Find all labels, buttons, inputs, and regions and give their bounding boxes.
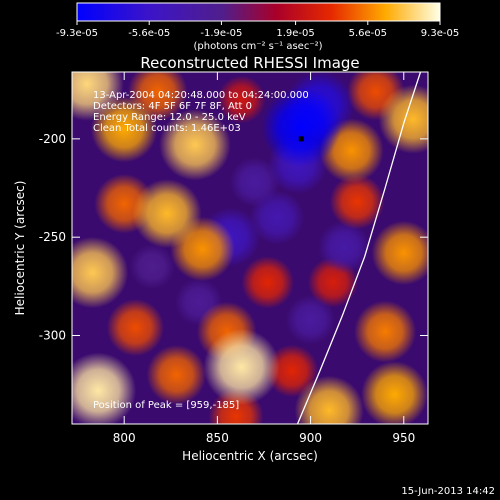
y-tick-label: -250 <box>39 230 66 244</box>
annotation-time-range: 13-Apr-2004 04:20:48.000 to 04:24:00.000 <box>93 90 309 101</box>
heatmap-blob <box>72 236 129 309</box>
heatmap-blob <box>129 243 175 290</box>
heatmap-blob <box>265 344 319 398</box>
colorbar-ticks: -9.3e-05 -5.6e-05 -1.9e-05 1.9e-05 5.6e-05 9.… <box>56 21 459 39</box>
colorbar-tick-label: 9.3e-05 <box>421 28 459 39</box>
x-tick-label: 800 <box>113 431 136 445</box>
y-tick-label: -300 <box>39 329 66 343</box>
axis-ticks: 800 850 900 950 -200 -250 -300 <box>39 72 428 445</box>
heatmap-blob <box>132 179 202 249</box>
x-axis-label: Heliocentric X (arcsec) <box>182 449 318 463</box>
heatmap-blob <box>371 220 428 286</box>
heatmap-blob <box>354 300 417 363</box>
heatmap-blob <box>106 298 165 357</box>
heatmap-blobs <box>72 72 428 424</box>
heatmap-blob <box>146 345 207 405</box>
footer-timestamp: 15-Jun-2013 14:42 <box>401 486 495 497</box>
x-tick-label: 950 <box>392 431 415 445</box>
colorbar-tick-label: -5.6e-05 <box>128 28 170 39</box>
annotation-detectors: Detectors: 4F 5F 6F 7F 8F, Att 0 <box>93 101 252 112</box>
x-tick-label: 850 <box>206 431 229 445</box>
heatmap-blob <box>159 109 231 181</box>
annotation-peak-position: Position of Peak = [959,-185] <box>93 400 239 411</box>
heatmap-blob <box>285 294 336 345</box>
chart-title: Reconstructed RHESSI Image <box>140 54 359 72</box>
plot-frame <box>71 71 429 425</box>
colorbar-tick-label: 5.6e-05 <box>349 28 387 39</box>
heatmap-blob <box>378 84 428 154</box>
y-axis-label: Heliocentric Y (arcsec) <box>13 181 27 316</box>
heatmap-blob <box>329 174 385 230</box>
colorbar-tick-label: -1.9e-05 <box>200 28 242 39</box>
colorbar-tick-label: 1.9e-05 <box>276 28 314 39</box>
heatmap-blob <box>261 87 342 168</box>
solar-limb-curve <box>296 72 422 424</box>
annotation-energy-range: Energy Range: 12.0 - 25.0 keV <box>93 112 246 123</box>
colorbar-tick-label: -9.3e-05 <box>56 28 98 39</box>
heatmap-blob <box>72 352 137 424</box>
heatmap-blob <box>203 328 280 406</box>
heatmap-blob <box>317 220 371 274</box>
heatmap-blob <box>249 190 305 245</box>
colorbar-units-label: (photons cm⁻² s⁻¹ asec⁻²) <box>193 41 322 52</box>
heatmap-blob <box>361 361 428 424</box>
peak-marker <box>298 136 304 142</box>
heatmap-area <box>72 72 428 424</box>
colorbar <box>76 2 441 22</box>
heatmap-blob <box>72 72 124 121</box>
heatmap-blob <box>294 375 364 424</box>
y-tick-label: -200 <box>39 132 66 146</box>
annotation-clean-counts: Clean Total counts: 1.46E+03 <box>93 123 241 134</box>
heatmap-blob <box>241 256 294 309</box>
heatmap-blob <box>217 75 266 124</box>
x-tick-label: 900 <box>299 431 322 445</box>
